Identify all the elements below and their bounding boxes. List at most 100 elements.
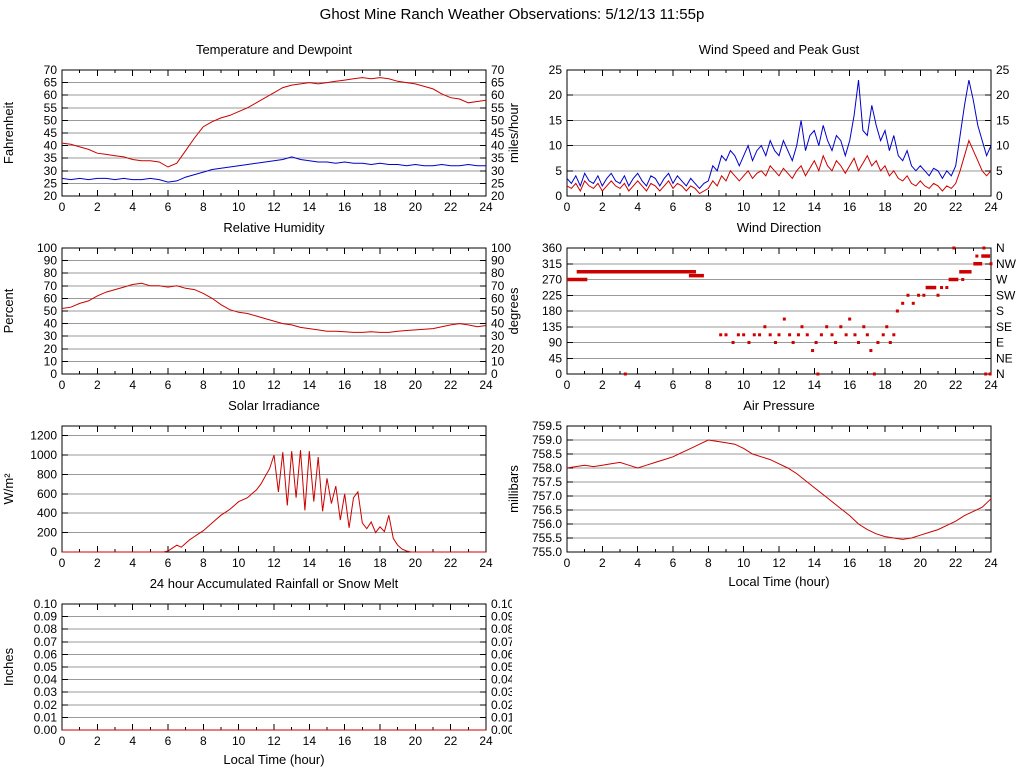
svg-text:4: 4 xyxy=(129,734,136,748)
svg-text:0.02: 0.02 xyxy=(491,698,512,712)
svg-text:0.10: 0.10 xyxy=(491,597,512,611)
svg-text:14: 14 xyxy=(808,556,822,570)
svg-text:24: 24 xyxy=(984,378,998,392)
svg-text:12: 12 xyxy=(267,556,281,570)
svg-text:35: 35 xyxy=(491,151,505,165)
svg-text:70: 70 xyxy=(44,63,58,77)
chart-temperature-dewpoint: 0 2 4 6 8 10 12 14 16 18 20 22 24 20 20 25 25 30 30 35 35 40 4… xyxy=(0,40,512,240)
chart-title: Temperature and Dewpoint xyxy=(196,42,352,57)
svg-text:8: 8 xyxy=(200,734,207,748)
y-axis-label: millibars xyxy=(506,465,521,513)
chart-wind-direction: 0 2 4 6 8 10 12 14 16 18 20 22 24 0 N 45 NE 90 E 135 SE 180 S 2… xyxy=(505,218,1017,418)
svg-text:20: 20 xyxy=(409,200,423,214)
chart-title: Wind Speed and Peak Gust xyxy=(699,42,860,57)
svg-text:0: 0 xyxy=(59,378,66,392)
svg-text:0.03: 0.03 xyxy=(34,685,58,699)
x-axis-label: Local Time (hour) xyxy=(223,752,324,767)
svg-text:65: 65 xyxy=(491,76,505,90)
svg-text:W: W xyxy=(996,273,1008,287)
svg-text:2: 2 xyxy=(94,734,101,748)
y-axis-label: degrees xyxy=(506,287,521,334)
svg-text:20: 20 xyxy=(491,342,505,356)
svg-text:30: 30 xyxy=(44,329,58,343)
svg-text:15: 15 xyxy=(996,113,1010,127)
svg-text:758.5: 758.5 xyxy=(532,447,562,461)
chart-air-pressure: 0 2 4 6 8 10 12 14 16 18 20 22 24 755.0 755.5 756.0 756.… xyxy=(505,396,1017,596)
svg-text:0: 0 xyxy=(59,734,66,748)
svg-text:60: 60 xyxy=(44,88,58,102)
svg-text:20: 20 xyxy=(914,556,928,570)
svg-text:14: 14 xyxy=(303,378,317,392)
svg-text:4: 4 xyxy=(634,378,641,392)
svg-text:40: 40 xyxy=(44,139,58,153)
svg-text:8: 8 xyxy=(705,378,712,392)
svg-text:0.08: 0.08 xyxy=(34,622,58,636)
svg-text:2: 2 xyxy=(599,556,606,570)
svg-text:24: 24 xyxy=(984,556,998,570)
svg-text:12: 12 xyxy=(267,734,281,748)
svg-text:0.09: 0.09 xyxy=(491,610,512,624)
svg-text:45: 45 xyxy=(491,126,505,140)
svg-text:14: 14 xyxy=(303,734,317,748)
air-pressure-plot: 0 2 4 6 8 10 12 14 16 18 20 22 24755.0755.5756.0756.… xyxy=(506,398,998,589)
svg-text:0: 0 xyxy=(996,189,1003,203)
page-title: Ghost Mine Ranch Weather Observations: 5… xyxy=(319,6,705,23)
svg-text:24: 24 xyxy=(479,734,493,748)
svg-text:22: 22 xyxy=(444,734,458,748)
svg-text:0.07: 0.07 xyxy=(34,635,58,649)
svg-text:25: 25 xyxy=(491,176,505,190)
svg-text:NW: NW xyxy=(996,257,1017,271)
svg-text:50: 50 xyxy=(44,113,58,127)
svg-text:5: 5 xyxy=(555,164,562,178)
svg-text:315: 315 xyxy=(542,257,562,271)
y-axis-label: miles/hour xyxy=(506,102,521,163)
svg-text:759.0: 759.0 xyxy=(532,433,562,447)
svg-text:60: 60 xyxy=(44,291,58,305)
svg-text:0.08: 0.08 xyxy=(491,622,512,636)
svg-text:10: 10 xyxy=(232,734,246,748)
svg-text:50: 50 xyxy=(491,304,505,318)
svg-text:759.5: 759.5 xyxy=(532,419,562,433)
svg-text:0.09: 0.09 xyxy=(34,610,58,624)
svg-text:20: 20 xyxy=(914,200,928,214)
svg-text:16: 16 xyxy=(843,378,857,392)
svg-text:0: 0 xyxy=(555,189,562,203)
svg-text:0.02: 0.02 xyxy=(34,698,58,712)
svg-text:25: 25 xyxy=(549,63,563,77)
svg-text:10: 10 xyxy=(737,378,751,392)
chart-title: Air Pressure xyxy=(743,398,815,413)
svg-text:12: 12 xyxy=(772,378,786,392)
svg-text:14: 14 xyxy=(808,378,822,392)
svg-text:360: 360 xyxy=(542,241,562,255)
svg-text:200: 200 xyxy=(37,526,57,540)
svg-text:20: 20 xyxy=(409,556,423,570)
svg-text:24: 24 xyxy=(479,378,493,392)
svg-text:20: 20 xyxy=(549,88,563,102)
svg-text:10: 10 xyxy=(737,200,751,214)
svg-text:40: 40 xyxy=(44,317,58,331)
svg-text:60: 60 xyxy=(491,88,505,102)
svg-text:0: 0 xyxy=(50,545,57,559)
svg-text:0: 0 xyxy=(555,367,562,381)
svg-text:24: 24 xyxy=(479,556,493,570)
svg-text:55: 55 xyxy=(44,101,58,115)
svg-text:10: 10 xyxy=(737,556,751,570)
svg-text:270: 270 xyxy=(542,273,562,287)
svg-text:12: 12 xyxy=(772,556,786,570)
svg-text:18: 18 xyxy=(878,200,892,214)
svg-text:S: S xyxy=(996,304,1004,318)
svg-text:0.10: 0.10 xyxy=(34,597,58,611)
svg-text:0.04: 0.04 xyxy=(491,673,512,687)
svg-text:45: 45 xyxy=(44,126,58,140)
svg-text:8: 8 xyxy=(200,556,207,570)
svg-text:4: 4 xyxy=(129,378,136,392)
svg-text:757.0: 757.0 xyxy=(532,489,562,503)
svg-text:0.06: 0.06 xyxy=(34,647,58,661)
svg-text:16: 16 xyxy=(338,200,352,214)
svg-text:0: 0 xyxy=(50,367,57,381)
y-axis-label: Fahrenheit xyxy=(1,102,16,165)
svg-text:0.05: 0.05 xyxy=(491,660,512,674)
x-axis-label: Local Time (hour) xyxy=(728,574,829,589)
svg-text:30: 30 xyxy=(491,164,505,178)
svg-text:18: 18 xyxy=(373,734,387,748)
